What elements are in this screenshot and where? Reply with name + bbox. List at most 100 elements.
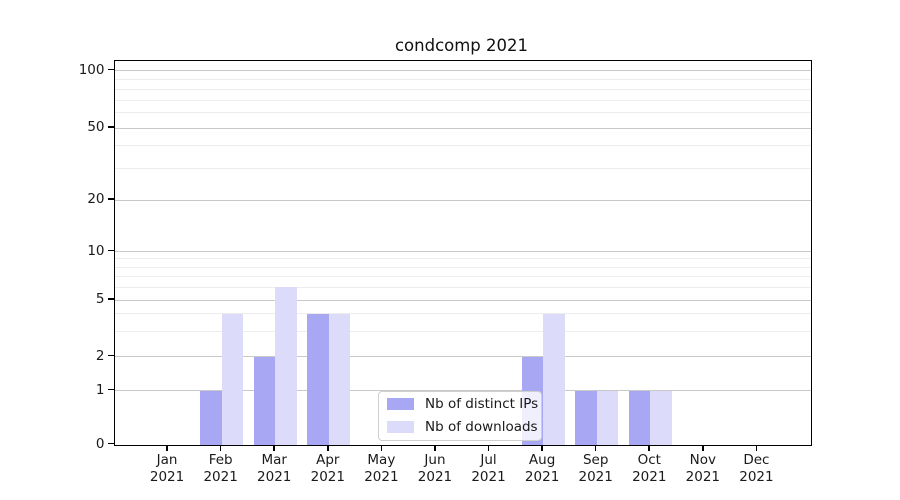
gridline-major [114, 251, 811, 252]
gridline-minor [114, 112, 811, 114]
x-tick-month: Dec [743, 451, 770, 468]
x-tick-month: Jul [480, 451, 497, 468]
y-tick-mark [107, 68, 114, 71]
x-tick-year: 2021 [632, 468, 667, 485]
x-tick-mark [327, 445, 329, 451]
gridline-minor [114, 78, 811, 80]
chart-title: condcomp 2021 [394, 36, 529, 55]
y-tick-label: 1 [95, 381, 105, 398]
plot-canvas [114, 61, 811, 445]
gridline-major [114, 70, 811, 71]
gridline-major [114, 356, 811, 357]
x-tick-label: Dec 2021 [724, 452, 788, 486]
bar-distinct-ips-sep [575, 390, 597, 445]
x-tick-year: 2021 [417, 468, 453, 485]
bar-downloads-feb [221, 313, 244, 445]
x-tick-month: Feb [208, 451, 233, 468]
x-tick-mark [648, 445, 651, 451]
gridline-minor [114, 167, 811, 169]
legend-label-downloads: Nb of downloads [425, 419, 538, 435]
x-tick-mark [487, 445, 490, 451]
x-tick-label: Jul 2021 [457, 452, 521, 486]
bar-distinct-ips-apr [307, 313, 329, 445]
gridline-minor [114, 258, 811, 260]
gridline-minor [114, 145, 811, 147]
bar-downloads-apr [328, 313, 351, 445]
x-tick-label: Mar 2021 [242, 452, 306, 486]
bar-distinct-ips-mar [253, 356, 276, 445]
x-tick-label: Sep 2021 [564, 452, 628, 486]
x-tick-mark [702, 445, 704, 451]
y-tick-label: 5 [95, 291, 105, 307]
legend-swatch-downloads-icon [387, 421, 414, 433]
gridline-minor [114, 266, 811, 268]
y-tick-label: 20 [87, 191, 105, 207]
y-tick-mark [107, 198, 114, 200]
legend-swatch-distinct-ips-icon [387, 398, 414, 410]
x-tick-month: Aug [528, 451, 556, 468]
gridline-minor [114, 313, 811, 315]
y-tick-mark [107, 298, 114, 300]
plot-area [113, 60, 812, 446]
bar-downloads-oct [650, 390, 672, 445]
x-tick-year: 2021 [364, 468, 399, 485]
x-tick-mark [166, 445, 168, 451]
bar-distinct-ips-feb [200, 390, 222, 445]
y-tick-label: 10 [87, 242, 105, 259]
x-tick-label: Nov 2021 [671, 452, 735, 486]
y-tick-label: 100 [78, 61, 105, 78]
x-tick-mark [541, 445, 543, 451]
gridline-minor [114, 99, 811, 101]
x-tick-year: 2021 [310, 468, 345, 485]
x-tick-year: 2021 [471, 468, 506, 485]
y-tick-mark [107, 388, 114, 391]
x-tick-label: Oct 2021 [617, 452, 681, 486]
y-tick-label: 50 [87, 119, 105, 135]
x-tick-month: Sep [582, 451, 609, 468]
x-tick-month: Oct [637, 451, 661, 468]
x-tick-mark [273, 445, 276, 451]
x-tick-label: Aug 2021 [510, 452, 574, 486]
y-tick-label: 0 [95, 435, 105, 452]
gridline-major [114, 299, 811, 301]
x-tick-month: Jun [424, 451, 446, 468]
x-tick-year: 2021 [578, 468, 613, 485]
gridline-minor [114, 286, 811, 288]
x-tick-label: Jun 2021 [403, 452, 467, 486]
x-tick-label: May 2021 [349, 452, 413, 486]
bar-downloads-aug [543, 313, 565, 445]
x-tick-year: 2021 [524, 468, 560, 485]
x-tick-mark [434, 445, 436, 451]
x-tick-month: Mar [261, 451, 287, 468]
bar-downloads-mar [275, 287, 297, 445]
gridline-major [114, 127, 811, 129]
legend: Nb of distinct IPs Nb of downloads [378, 390, 542, 441]
y-tick-mark [107, 249, 114, 252]
y-tick-mark [107, 126, 114, 128]
gridline-minor [114, 275, 811, 277]
x-tick-mark [594, 445, 597, 451]
x-tick-label: Feb 2021 [189, 452, 253, 486]
x-tick-mark [755, 445, 758, 451]
x-tick-year: 2021 [257, 468, 292, 485]
x-tick-label: Apr 2021 [296, 452, 360, 486]
gridline-minor [114, 331, 811, 332]
x-tick-month: Jan [156, 451, 178, 468]
legend-entry-distinct-ips: Nb of distinct IPs [379, 393, 541, 416]
x-tick-mark [219, 445, 222, 451]
x-tick-label: Jan 2021 [135, 452, 199, 486]
x-tick-month: May [367, 451, 396, 468]
bar-distinct-ips-oct [628, 390, 651, 445]
legend-label-distinct-ips: Nb of distinct IPs [425, 396, 539, 412]
x-tick-year: 2021 [739, 468, 774, 485]
x-tick-year: 2021 [203, 468, 238, 485]
bar-downloads-sep [596, 390, 619, 445]
gridline-minor [114, 88, 811, 90]
y-tick-mark [107, 442, 114, 445]
y-tick-label: 2 [95, 347, 105, 364]
legend-entry-downloads: Nb of downloads [379, 416, 541, 439]
x-tick-mark [380, 445, 383, 451]
x-tick-month: Apr [316, 451, 340, 468]
x-tick-month: Nov [689, 451, 717, 468]
